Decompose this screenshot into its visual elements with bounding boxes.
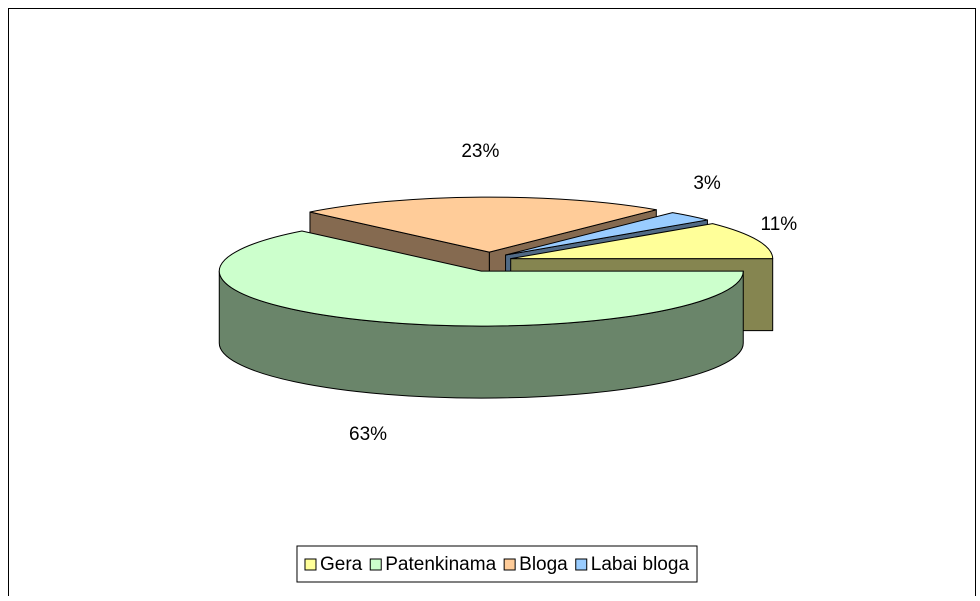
legend-label: Labai bloga — [591, 554, 690, 575]
legend-swatch — [304, 558, 317, 571]
slice — [218, 230, 744, 327]
slice — [505, 212, 708, 256]
data-label: 3% — [693, 173, 721, 194]
legend-label: Patenkinama — [385, 554, 496, 575]
pie: 11% 3% 23% 63% — [218, 141, 798, 445]
legend-label: Gera — [320, 554, 363, 575]
legend-swatch — [575, 558, 588, 571]
legend-swatch — [369, 558, 382, 571]
slice — [309, 196, 657, 253]
legend-swatch — [503, 558, 516, 571]
data-label: 23% — [461, 141, 499, 162]
legend-box — [296, 545, 698, 583]
legend-label: Bloga — [519, 554, 568, 575]
data-label: 11% — [761, 214, 798, 235]
data-label: 63% — [349, 424, 387, 445]
legend: Gera Patenkinama Bloga Labai bloga — [296, 545, 698, 583]
slice — [510, 223, 774, 260]
